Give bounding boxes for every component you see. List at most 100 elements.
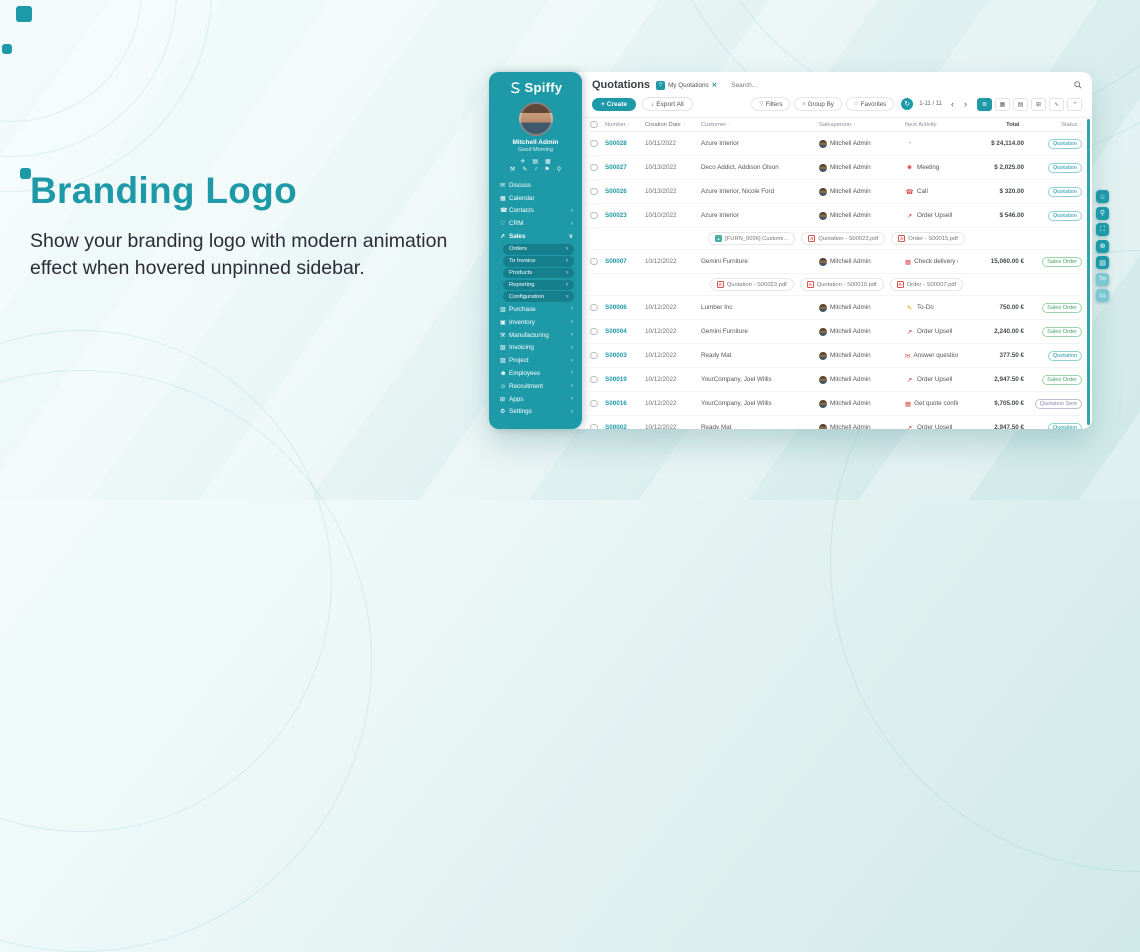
plane-icon[interactable]: ✈	[520, 159, 526, 165]
attachment-chip[interactable]: ▴ [FURN_0096] Customi...	[708, 232, 796, 245]
quotation-number-link[interactable]: S00026	[605, 188, 627, 195]
calendar-view-button[interactable]: ▤	[1013, 97, 1028, 111]
sidebar-item-products[interactable]: Products ›	[503, 267, 574, 279]
user-avatar[interactable]	[518, 102, 553, 136]
row-checkbox[interactable]	[590, 163, 598, 172]
row-checkbox[interactable]	[590, 187, 598, 196]
quotation-number-link[interactable]: S00007	[605, 258, 627, 265]
next-activity-cell[interactable]: ◔	[905, 140, 958, 147]
sidebar-item-settings[interactable]: ⚙ Settings ›	[489, 405, 582, 418]
activity-view-button[interactable]: ◔	[1067, 97, 1082, 111]
sidebar-item-manufacturing[interactable]: ⚒ Manufacturing ›	[489, 329, 582, 342]
favorites-panel-button[interactable]: ☆	[1096, 190, 1109, 203]
briefcase-icon[interactable]: ▤	[532, 159, 539, 165]
sidebar-item-calendar[interactable]: ▦ Calendar	[489, 192, 582, 205]
sidebar-item-project[interactable]: ▨ Project ›	[489, 354, 582, 367]
sidebar-item-sales[interactable]: ↗ Sales ∨	[489, 230, 582, 243]
table-row[interactable]: S00028 10/11/2022 Azure Interior Mitchell A…	[590, 132, 1083, 156]
search-icon[interactable]	[1074, 81, 1082, 89]
quotation-number-link[interactable]: S00002	[605, 424, 627, 429]
close-icon[interactable]: ✕	[711, 82, 718, 89]
next-activity-cell[interactable]: ▦Check delivery requirements	[905, 258, 958, 266]
table-row[interactable]: S00003 10/12/2022 Ready Mat Mitchell Admin ✉…	[590, 344, 1083, 368]
sidebar-item-inventory[interactable]: ▣ Inventory ›	[489, 316, 582, 329]
row-checkbox[interactable]	[590, 139, 598, 148]
sidebar-item-orders[interactable]: Orders ›	[503, 244, 574, 255]
location-icon[interactable]: ⚲	[556, 167, 562, 173]
table-row[interactable]: S00027 10/13/2022 Deco Addict, Addison Ols…	[590, 156, 1083, 180]
quotation-number-link[interactable]: S00023	[605, 212, 627, 219]
sidebar-item-configuration[interactable]: Configuration ›	[503, 291, 574, 302]
filters-button[interactable]: ▽ Filters	[751, 97, 791, 111]
next-activity-cell[interactable]: ↗ Order Upsell	[905, 424, 958, 429]
next-activity-cell[interactable]: ☻ Meeting	[905, 164, 958, 171]
quotation-number-link[interactable]: S00006	[605, 304, 627, 311]
sidebar-item-reporting[interactable]: Reporting ›	[503, 279, 574, 291]
next-activity-cell[interactable]: ✉Answer questions	[905, 352, 958, 360]
next-activity-cell[interactable]: ↗ Order Upsell	[905, 328, 958, 336]
export-all-button[interactable]: ↓ Export All	[642, 97, 693, 111]
sort-icon[interactable]: ↕	[1079, 121, 1083, 128]
column-header-status[interactable]: Status ↕	[1024, 122, 1083, 128]
vehicle-icon[interactable]: ⚒	[509, 167, 516, 173]
next-activity-cell[interactable]: ☎ Call	[905, 188, 958, 196]
attachment-chip[interactable]: A Quotation - S00010.pdf	[799, 278, 884, 291]
table-row[interactable]: S00016 10/12/2022 YourCompany, Joel Willis…	[590, 392, 1083, 416]
search-panel-button[interactable]: ⚲	[1096, 206, 1109, 220]
sort-icon[interactable]: ↕	[627, 121, 631, 128]
next-activity-cell[interactable]: ▦Get quote confirmation	[905, 400, 958, 408]
sidebar-item-apps[interactable]: ⊞ Apps ›	[489, 393, 582, 406]
vertical-scrollbar[interactable]	[1087, 119, 1090, 425]
chatter-button[interactable]: ▤	[1096, 256, 1109, 269]
graph-view-button[interactable]: ∿	[1049, 97, 1064, 111]
column-header-creation-date[interactable]: Creation Date ↕	[645, 122, 701, 128]
table-row[interactable]: S00023 10/10/2022 Azure Interior Mitchell A…	[590, 204, 1083, 228]
table-row[interactable]: S00002 10/12/2022 Ready Mat Mitchell Admin ↗…	[590, 416, 1083, 429]
zoom-button[interactable]: ⊕	[1096, 239, 1109, 253]
row-checkbox[interactable]	[590, 375, 598, 384]
brand[interactable]: Spiffy	[489, 80, 582, 95]
sidebar-item-employees[interactable]: ☻ Employees ›	[489, 367, 582, 380]
select-all-checkbox[interactable]	[590, 120, 598, 129]
next-page-button[interactable]: ›	[964, 98, 967, 109]
sidebar-item-recruitment[interactable]: ☺ Recruitment ›	[489, 380, 582, 393]
table-row[interactable]: S00006 10/12/2022 Lumber Inc Mitchell Admin…	[590, 296, 1083, 320]
group-by-button[interactable]: ≡ Group By	[794, 97, 842, 111]
sidebar-item-purchase[interactable]: ▥ Purchase ›	[489, 303, 582, 316]
table-row[interactable]: S00019 10/12/2022 YourCompany, Joel Willis…	[590, 368, 1083, 392]
quotation-number-link[interactable]: S00028	[605, 140, 627, 147]
kanban-view-button[interactable]: ▦	[995, 97, 1010, 111]
signal-icon[interactable]: ♪	[534, 166, 538, 172]
sort-icon[interactable]: ↕	[682, 121, 686, 128]
sort-icon[interactable]: ↕	[728, 121, 731, 128]
sort-icon[interactable]: ↕	[853, 121, 856, 128]
pivot-view-button[interactable]: ⊞	[1031, 97, 1046, 111]
tools-icon[interactable]: ✎	[522, 167, 528, 173]
apps-grid-icon[interactable]: ▦	[545, 159, 551, 165]
quotation-number-link[interactable]: S00004	[605, 328, 627, 335]
attachment-chip[interactable]: A Quotation - S00023.pdf	[801, 232, 886, 245]
shortcut-button-1[interactable]: Tm	[1096, 272, 1109, 286]
refresh-button[interactable]: ↻	[901, 98, 914, 110]
column-header-number[interactable]: Number ↕	[605, 122, 645, 128]
attachment-chip[interactable]: A Quotation - S00023.pdf	[709, 278, 794, 291]
filter-chip[interactable]: ▽ My Quotations ✕	[656, 80, 718, 90]
sidebar-item-invoicing[interactable]: ▧ Invoicing ›	[489, 341, 582, 354]
quotation-number-link[interactable]: S00016	[605, 400, 627, 407]
search-input[interactable]	[729, 80, 1068, 90]
quotation-number-link[interactable]: S00003	[605, 352, 627, 359]
next-activity-cell[interactable]: ✎ To-Do	[905, 304, 958, 312]
quotation-number-link[interactable]: S00019	[605, 376, 627, 383]
row-checkbox[interactable]	[590, 351, 598, 360]
row-checkbox[interactable]	[590, 211, 598, 220]
attachment-chip[interactable]: A Order - S00015.pdf	[891, 232, 965, 245]
quotation-number-link[interactable]: S00027	[605, 164, 627, 171]
row-checkbox[interactable]	[590, 327, 598, 336]
row-checkbox[interactable]	[590, 399, 598, 408]
column-header-next-activity[interactable]: Next Activity	[905, 122, 958, 128]
sidebar-item-discuss[interactable]: ✉ Discuss	[489, 179, 582, 192]
list-view-button[interactable]: ≣	[977, 97, 992, 111]
row-checkbox[interactable]	[590, 423, 598, 429]
table-row[interactable]: S00007 10/12/2022 Gemini Furniture Mitchell…	[590, 250, 1083, 274]
row-checkbox[interactable]	[590, 257, 598, 266]
